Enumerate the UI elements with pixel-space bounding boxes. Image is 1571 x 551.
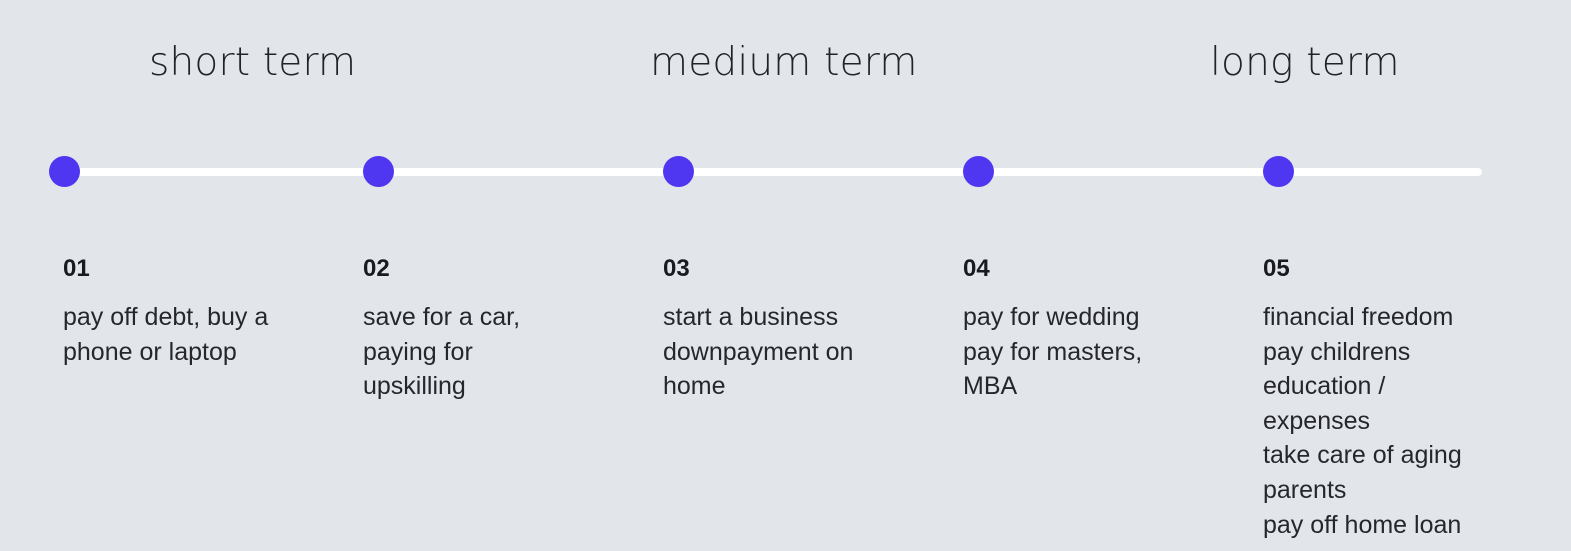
step-number: 04 — [963, 255, 990, 282]
step-05: 05 financial freedom pay childrens educa… — [1263, 254, 1503, 542]
timeline-dot-01 — [48, 156, 80, 187]
timeline-dot-02 — [362, 156, 394, 187]
medium-term-heading: medium term — [650, 40, 918, 85]
step-number: 01 — [63, 255, 90, 282]
step-description: pay for wedding pay for masters, MBA — [963, 303, 1143, 401]
step-description: start a business downpayment on home — [663, 303, 854, 401]
step-description: financial freedom pay childrens educatio… — [1263, 303, 1462, 539]
step-number: 05 — [1263, 255, 1290, 282]
short-term-heading: short term — [149, 40, 357, 85]
timeline-dot-04 — [962, 156, 994, 187]
step-number: 02 — [363, 255, 390, 282]
step-description: save for a car, paying for upskilling — [363, 303, 521, 401]
step-01: 01 pay off debt, buy a phone or laptop — [63, 254, 303, 369]
timeline-dot-03 — [662, 156, 694, 187]
timeline-dot-05 — [1262, 156, 1294, 187]
timeline-line — [64, 168, 1482, 176]
step-04: 04 pay for wedding pay for masters, MBA — [963, 254, 1203, 404]
step-number: 03 — [663, 255, 690, 282]
step-description: pay off debt, buy a phone or laptop — [63, 303, 269, 366]
step-02: 02 save for a car, paying for upskilling — [363, 254, 603, 404]
step-03: 03 start a business downpayment on home — [663, 254, 903, 404]
long-term-heading: long term — [1210, 40, 1400, 85]
